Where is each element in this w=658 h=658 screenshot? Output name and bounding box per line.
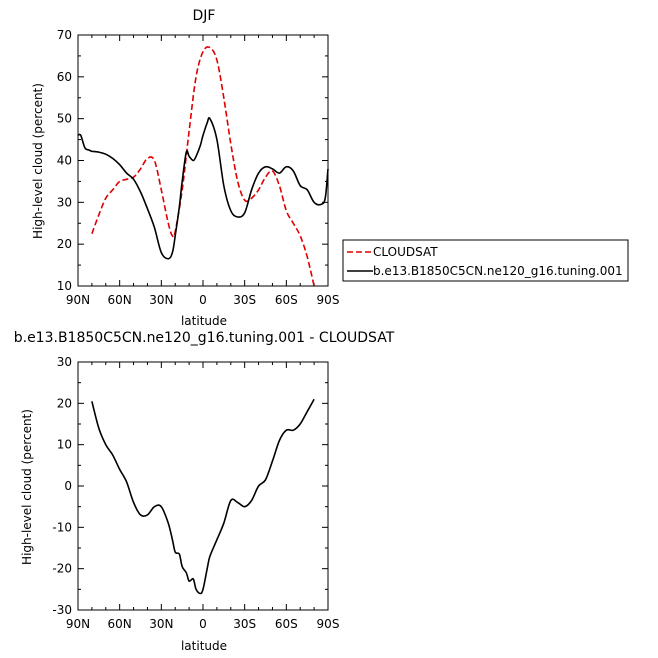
top-chart-panel: DJF High-level cloud (percent) latitude … xyxy=(31,8,339,328)
legend-box xyxy=(342,239,629,282)
bottom-chart-panel: b.e13.B1850C5CN.ne120_g16.tuning.001 - C… xyxy=(14,330,395,653)
x-tick-label: 30S xyxy=(233,617,256,631)
x-tick-label: 0 xyxy=(199,293,207,307)
x-axis-label: latitude xyxy=(181,639,227,653)
legend: CLOUDSAT b.e13.B1850C5CN.ne120_g16.tunin… xyxy=(342,239,629,282)
plot-frame xyxy=(77,361,329,611)
x-tick-label: 90S xyxy=(317,617,340,631)
y-tick-label: -20 xyxy=(52,562,72,576)
y-axis-label: High-level cloud (percent) xyxy=(20,409,34,565)
y-tick-label: 30 xyxy=(57,355,72,369)
legend-label-cloudsat: CLOUDSAT xyxy=(373,245,438,259)
x-tick-label: 60N xyxy=(108,293,132,307)
y-tick-label: 10 xyxy=(57,438,72,452)
y-tick-label: 30 xyxy=(57,195,72,209)
y-tick-label: -30 xyxy=(52,603,72,617)
series-group xyxy=(91,398,315,595)
y-tick-label: 50 xyxy=(57,112,72,126)
y-tick-label: 60 xyxy=(57,70,72,84)
y-tick-label: 20 xyxy=(57,237,72,251)
y-tick-label: 40 xyxy=(57,154,72,168)
chart-title: b.e13.B1850C5CN.ne120_g16.tuning.001 - C… xyxy=(14,330,395,346)
chart-title: DJF xyxy=(193,8,216,24)
axes: 90N 60N 30N 0 30S 60S 90S -30 -20 -10 0 10 20 30 xyxy=(52,355,339,631)
x-tick-label: 90S xyxy=(317,293,340,307)
x-tick-label: 60S xyxy=(275,293,298,307)
x-tick-label: 30N xyxy=(149,293,173,307)
x-axis-label: latitude xyxy=(181,314,227,328)
x-tick-label: 0 xyxy=(199,617,207,631)
series-group xyxy=(77,46,329,287)
y-axis-label: High-level cloud (percent) xyxy=(31,83,45,239)
axes: 90N 60N 30N 0 30S 60S 90S 10 20 30 40 50 60 70 xyxy=(57,28,340,307)
series-line-b-e13-b1850c5cn-ne120-g16-tuning-001 xyxy=(77,116,329,260)
x-tick-label: 30N xyxy=(149,617,173,631)
x-tick-label: 30S xyxy=(233,293,256,307)
y-tick-label: -10 xyxy=(52,520,72,534)
y-tick-label: 20 xyxy=(57,396,72,410)
y-tick-label: 70 xyxy=(57,28,72,42)
x-tick-label: 60N xyxy=(108,617,132,631)
x-tick-label: 60S xyxy=(275,617,298,631)
legend-label-model: b.e13.B1850C5CN.ne120_g16.tuning.001 xyxy=(373,264,623,278)
series-line-difference xyxy=(91,398,315,595)
y-tick-label: 10 xyxy=(57,279,72,293)
x-tick-label: 90N xyxy=(66,617,90,631)
series-line-cloudsat xyxy=(91,46,315,287)
y-tick-label: 0 xyxy=(64,479,72,493)
x-tick-label: 90N xyxy=(66,293,90,307)
